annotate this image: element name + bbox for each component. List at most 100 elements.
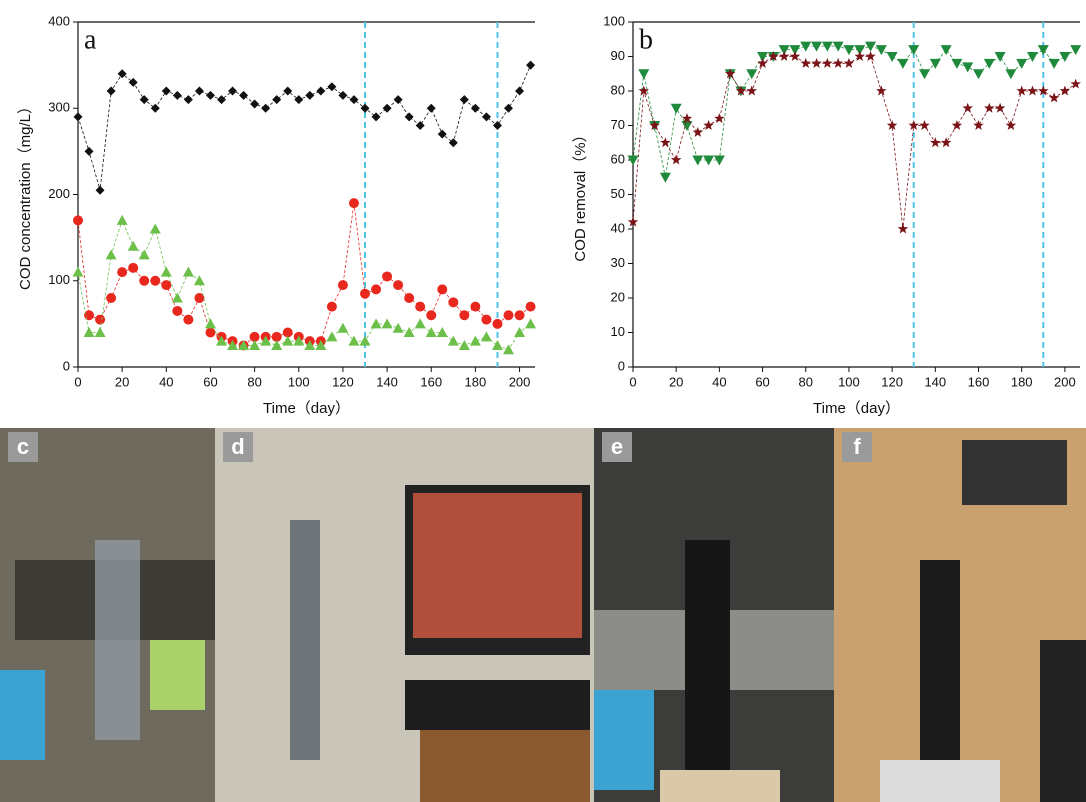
point bbox=[392, 322, 404, 333]
point bbox=[492, 318, 503, 329]
point bbox=[205, 90, 215, 100]
point bbox=[627, 155, 639, 166]
point bbox=[659, 172, 671, 183]
point bbox=[481, 112, 491, 122]
point bbox=[282, 335, 294, 346]
point bbox=[778, 51, 790, 61]
photo-label-box bbox=[8, 432, 38, 462]
panel-label: a bbox=[84, 24, 97, 55]
point bbox=[160, 266, 172, 277]
keyboard bbox=[405, 680, 590, 730]
point bbox=[822, 57, 833, 68]
point bbox=[854, 45, 866, 56]
point bbox=[1048, 58, 1060, 69]
point bbox=[95, 185, 105, 195]
point bbox=[789, 51, 801, 61]
point bbox=[382, 103, 392, 113]
y-tick-label: 50 bbox=[611, 186, 625, 201]
point bbox=[504, 103, 514, 113]
point bbox=[282, 327, 293, 338]
point bbox=[161, 86, 171, 96]
point bbox=[525, 301, 536, 312]
point bbox=[448, 138, 458, 148]
y-axis-label: COD removal（%） bbox=[572, 127, 589, 261]
point bbox=[491, 339, 503, 350]
point bbox=[349, 95, 359, 105]
point bbox=[194, 293, 205, 303]
screen bbox=[413, 493, 582, 638]
point bbox=[703, 120, 714, 130]
point bbox=[821, 41, 833, 52]
x-tick-label: 120 bbox=[881, 374, 903, 389]
point bbox=[205, 327, 216, 338]
point bbox=[1016, 85, 1027, 96]
point bbox=[1059, 85, 1071, 96]
point bbox=[404, 112, 414, 122]
point bbox=[768, 51, 779, 61]
point bbox=[193, 275, 205, 286]
point bbox=[415, 301, 426, 312]
photo-label-box bbox=[602, 432, 632, 462]
bucket bbox=[0, 670, 45, 760]
y-tick-label: 80 bbox=[611, 82, 625, 97]
point bbox=[382, 271, 393, 282]
point bbox=[360, 103, 370, 113]
x-tick-label: 160 bbox=[420, 374, 442, 389]
point bbox=[204, 318, 216, 329]
point bbox=[886, 120, 898, 130]
y-tick-label: 30 bbox=[611, 255, 625, 270]
point bbox=[305, 90, 315, 100]
point bbox=[458, 339, 470, 350]
point bbox=[381, 318, 393, 329]
point bbox=[865, 41, 877, 52]
point bbox=[337, 322, 349, 333]
point bbox=[1070, 45, 1082, 56]
point bbox=[865, 51, 876, 61]
point bbox=[171, 292, 183, 303]
point bbox=[271, 331, 282, 342]
point bbox=[469, 335, 481, 346]
point bbox=[886, 52, 898, 62]
point bbox=[1005, 120, 1017, 130]
point bbox=[973, 69, 985, 80]
point bbox=[503, 310, 514, 321]
point bbox=[757, 52, 769, 62]
y-tick-label: 10 bbox=[611, 324, 625, 339]
point bbox=[503, 344, 515, 355]
point bbox=[139, 275, 150, 286]
point bbox=[514, 327, 526, 337]
point bbox=[371, 112, 381, 122]
point bbox=[1048, 92, 1060, 103]
x-tick-label: 180 bbox=[465, 374, 487, 389]
point bbox=[414, 318, 426, 329]
photo-label-box bbox=[842, 432, 872, 462]
point bbox=[426, 310, 437, 321]
point bbox=[117, 267, 128, 278]
x-axis-label: Time（day） bbox=[263, 400, 350, 417]
point bbox=[789, 45, 801, 56]
x-tick-label: 140 bbox=[376, 374, 398, 389]
point bbox=[415, 121, 425, 130]
point bbox=[437, 129, 447, 139]
point bbox=[95, 314, 106, 325]
point bbox=[425, 327, 437, 337]
point bbox=[216, 335, 228, 346]
photo-area bbox=[0, 428, 1086, 802]
point bbox=[1027, 85, 1038, 96]
point bbox=[437, 284, 448, 295]
point bbox=[713, 155, 725, 166]
point bbox=[897, 58, 909, 69]
stand bbox=[660, 770, 780, 802]
y-tick-label: 20 bbox=[611, 289, 625, 304]
point bbox=[106, 86, 116, 96]
point bbox=[670, 103, 682, 114]
point bbox=[1059, 52, 1071, 62]
point bbox=[404, 293, 415, 303]
x-tick-label: 40 bbox=[159, 374, 173, 389]
point bbox=[459, 310, 470, 321]
point bbox=[239, 90, 249, 100]
point bbox=[919, 69, 931, 80]
point bbox=[984, 102, 995, 113]
point bbox=[1026, 52, 1038, 62]
photo-label: d bbox=[231, 434, 244, 459]
